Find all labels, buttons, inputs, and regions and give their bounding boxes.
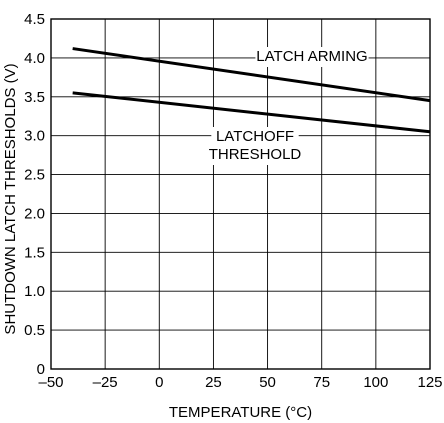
x-tick-label: 100 [363, 374, 388, 391]
y-tick-label: 3.0 [24, 128, 45, 145]
x-tick-label: 0 [155, 374, 163, 391]
x-tick-label: –25 [93, 374, 118, 391]
y-tick-labels: 0 0.5 1.0 1.5 2.0 2.5 3.0 3.5 4.0 4.5 [24, 11, 45, 378]
x-axis-title: TEMPERATURE (°C) [169, 404, 312, 421]
series-line-2 [72, 91, 431, 134]
x-tick-label: 75 [313, 374, 330, 391]
y-tick-label: 0.5 [24, 322, 45, 339]
series-line-1 [72, 47, 431, 103]
x-tick-labels: –50 –25 0 25 50 75 100 125 [38, 374, 442, 391]
x-tick-label: 125 [417, 374, 442, 391]
y-tick-label: 1.5 [24, 244, 45, 261]
y-tick-label: 0 [37, 361, 45, 378]
y-tick-label: 2.5 [24, 167, 45, 184]
y-tick-label: 4.5 [24, 11, 45, 28]
y-tick-label: 1.0 [24, 283, 45, 300]
plot-frame [50, 18, 431, 370]
y-tick-label: 2.0 [24, 205, 45, 222]
x-tick-label: 50 [259, 374, 276, 391]
annotation-text: LATCHOFF [216, 128, 294, 145]
annotation-1: LATCH ARMING [255, 47, 369, 67]
annotation-background [211, 127, 299, 165]
annotation-text: LATCH ARMING [256, 48, 367, 65]
annotation-background [255, 47, 369, 67]
y-tick-label: 4.0 [24, 50, 45, 67]
y-tick-label: 3.5 [24, 89, 45, 106]
x-tick-label: –50 [38, 374, 63, 391]
series-lines [72, 47, 431, 134]
y-axis-title: SHUTDOWN LATCH THRESHOLDS (V) [2, 63, 19, 334]
grid [50, 18, 431, 370]
x-tick-label: 25 [205, 374, 222, 391]
annotation-text: THRESHOLD [209, 146, 302, 163]
